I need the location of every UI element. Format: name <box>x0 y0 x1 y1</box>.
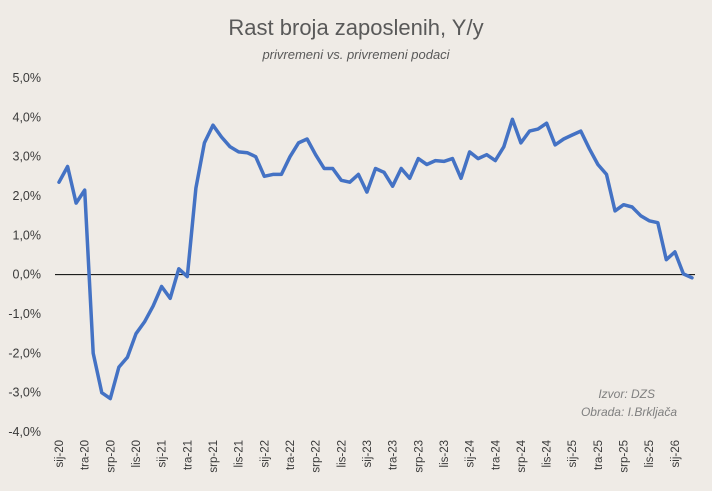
x-tick-label: lis-25 <box>644 440 656 467</box>
chart-title: Rast broja zaposlenih, Y/y <box>228 15 483 40</box>
series-line <box>57 117 694 401</box>
y-tick-label: -1,0% <box>8 307 41 321</box>
processing-note: Obrada: I.Brkljača <box>581 405 677 419</box>
x-tick-label: lis-23 <box>439 440 451 467</box>
x-tick-label: sij-21 <box>157 440 169 467</box>
x-tick-label: srp-21 <box>208 440 220 473</box>
x-tick-label: sij-23 <box>362 440 374 467</box>
x-tick-label: sij-25 <box>567 440 579 467</box>
x-tick-label: lis-20 <box>131 440 143 467</box>
x-tick-label: srp-20 <box>105 440 117 473</box>
y-tick-label: -3,0% <box>8 386 41 400</box>
x-tick-label: lis-24 <box>542 439 554 467</box>
source-note: Izvor: DZS <box>598 387 655 401</box>
x-tick-label: sij-22 <box>259 440 271 467</box>
x-tick-label: sij-20 <box>54 440 66 467</box>
x-tick-label: tra-23 <box>388 440 400 470</box>
x-tick-label: tra-25 <box>593 440 605 470</box>
x-tick-label: tra-21 <box>182 440 194 470</box>
y-tick-label: 4,0% <box>13 110 42 124</box>
y-tick-label: 0,0% <box>13 268 42 282</box>
x-tick-label: sij-24 <box>465 439 477 467</box>
chart-subtitle: privremeni vs. privremeni podaci <box>261 47 450 62</box>
y-tick-label: 1,0% <box>13 228 42 242</box>
x-tick-label: tra-22 <box>285 440 297 470</box>
x-axis-ticks: sij-20 tra-20 srp-20 lis-20 sij-21 tra-21 srp-… <box>54 439 682 472</box>
x-tick-label: lis-21 <box>234 440 246 467</box>
y-tick-label: 2,0% <box>13 189 42 203</box>
x-tick-label: lis-22 <box>336 440 348 467</box>
x-tick-label: tra-24 <box>490 439 502 470</box>
y-tick-label: -4,0% <box>8 425 41 439</box>
x-tick-label: sij-26 <box>670 440 682 467</box>
x-tick-label: srp-25 <box>619 440 631 473</box>
x-tick-label: srp-24 <box>516 439 528 472</box>
y-tick-label: 5,0% <box>13 71 42 85</box>
y-axis-ticks: 5,0% 4,0% 3,0% 2,0% 1,0% 0,0% -1,0% -2,0% -3,0% -… <box>8 71 41 439</box>
x-tick-label: srp-22 <box>311 440 323 473</box>
y-tick-label: 3,0% <box>13 150 42 164</box>
y-tick-label: -2,0% <box>8 346 41 360</box>
x-tick-label: tra-20 <box>80 440 92 470</box>
x-tick-label: srp-23 <box>413 440 425 473</box>
